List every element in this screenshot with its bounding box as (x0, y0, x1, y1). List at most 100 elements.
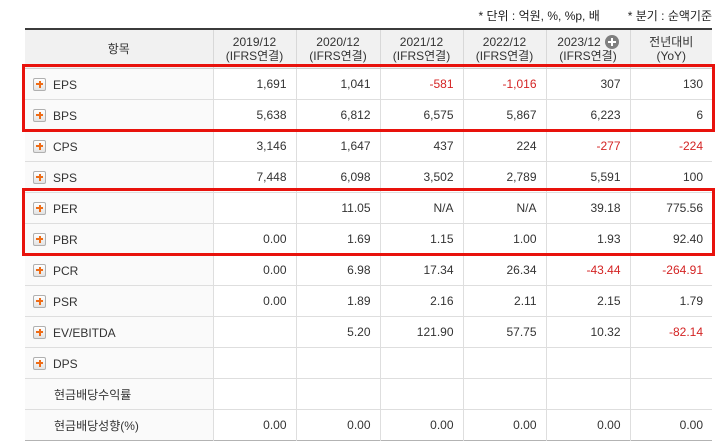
cell-value: -1,016 (462, 68, 546, 100)
expand-row-icon[interactable] (33, 170, 46, 184)
cell-value: 1,691 (212, 68, 296, 100)
cell-value: 1,041 (295, 68, 380, 100)
financial-ratio-table: 항목 2019/12 (IFRS연결) 2020/12 (IFRS연결) 2021/12… (25, 28, 712, 441)
cell-value (462, 378, 546, 410)
expand-row-icon[interactable] (33, 325, 46, 339)
cell-value (545, 378, 630, 410)
cell-value (462, 347, 546, 379)
cell-value: 100 (629, 161, 712, 193)
cell-value: 5,638 (212, 99, 296, 131)
cell-value: 5,591 (545, 161, 630, 193)
cell-value: 57.75 (462, 316, 546, 348)
table-row-현금배당수익률: 현금배당수익률 (25, 378, 712, 410)
expand-row-icon[interactable] (33, 77, 46, 91)
cell-value: 0.00 (379, 409, 463, 441)
cell-value: -224 (629, 130, 712, 162)
row-label: 현금배당성향(%) (54, 418, 139, 433)
cell-value: 1.93 (545, 223, 630, 255)
expand-row-icon[interactable] (33, 108, 46, 122)
expand-row-icon[interactable] (33, 201, 46, 215)
cell-value: 0.00 (212, 285, 296, 317)
column-header-line2: (IFRS연결) (475, 49, 534, 63)
column-header-line1: 전년대비 (649, 35, 694, 49)
cell-value (212, 316, 296, 348)
table-row-eps: EPS 1,691 1,041 -581 -1,016 307 130 (25, 68, 712, 100)
cell-value: 0.00 (462, 409, 546, 441)
cell-value (212, 378, 296, 410)
cell-value: 0.00 (295, 409, 380, 441)
row-label-cell: CPS (25, 130, 213, 162)
expand-row-icon[interactable] (33, 139, 46, 153)
row-label-cell: 현금배당성향(%) (25, 409, 213, 441)
cell-value: 2,789 (462, 161, 546, 193)
row-label: PSR (53, 294, 78, 309)
expand-row-icon[interactable] (33, 232, 46, 246)
basis-note: * 분기 : 순액기준 (627, 9, 712, 23)
cell-value: 6,223 (545, 99, 630, 131)
row-label: EPS (53, 77, 78, 92)
cell-value: 1.00 (462, 223, 546, 255)
column-header-line1: 2021/12 (399, 35, 444, 49)
cell-value: 2.15 (545, 285, 630, 317)
cell-value (295, 378, 380, 410)
cell-value (629, 347, 712, 379)
row-label-cell: EV/EBITDA (25, 316, 213, 348)
cell-value: 7,448 (212, 161, 296, 193)
table-row-psr: PSR 0.00 1.89 2.16 2.11 2.15 1.79 (25, 285, 712, 317)
cell-value: 6,098 (295, 161, 380, 193)
column-header-2023-12: 2023/12 (IFRS연결) (545, 29, 630, 69)
row-label-cell: SPS (25, 161, 213, 193)
table-row-현금배당성향: 현금배당성향(%) 0.00 0.00 0.00 0.00 0.00 0.00 (25, 409, 712, 441)
column-header-line1: 2022/12 (482, 35, 527, 49)
column-header-line1: 2023/12 (547, 35, 630, 49)
table-row-cps: CPS 3,146 1,647 437 224 -277 -224 (25, 130, 712, 162)
row-label: BPS (53, 108, 78, 123)
cell-value: N/A (462, 192, 546, 224)
column-header-line1: 2020/12 (316, 35, 360, 49)
table-row-pcr: PCR 0.00 6.98 17.34 26.34 -43.44 -264.91 (25, 254, 712, 286)
expand-row-icon[interactable] (33, 263, 46, 277)
row-label: SPS (53, 170, 78, 185)
table-row-bps: BPS 5,638 6,812 6,575 5,867 6,223 6 (25, 99, 712, 131)
column-header-2022-12: 2022/12 (IFRS연결) (462, 29, 546, 69)
cell-value: 1.89 (295, 285, 380, 317)
row-label: PBR (53, 232, 78, 247)
cell-value: 775.56 (629, 192, 712, 224)
cell-value: 2.16 (379, 285, 463, 317)
cell-value: -82.14 (629, 316, 712, 348)
column-header-2021-12: 2021/12 (IFRS연결) (379, 29, 463, 69)
cell-value: 0.00 (212, 254, 296, 286)
header-row: 항목 2019/12 (IFRS연결) 2020/12 (IFRS연결) 2021/12… (25, 29, 712, 69)
cell-value: -581 (379, 68, 463, 100)
cell-value: 130 (629, 68, 712, 100)
table-row-sps: SPS 7,448 6,098 3,502 2,789 5,591 100 (25, 161, 712, 193)
row-label-cell: 현금배당수익률 (25, 378, 213, 410)
cell-value: 1,647 (295, 130, 380, 162)
row-label: PCR (53, 263, 79, 278)
table-row-dps: DPS (25, 347, 712, 379)
column-header-line2: (IFRS연결) (392, 49, 451, 63)
column-header-line2: (IFRS연결) (225, 49, 284, 63)
table-row-evebitda: EV/EBITDA 5.20 121.90 57.75 10.32 -82.14 (25, 316, 712, 348)
row-label: PER (53, 201, 78, 216)
column-header-2020-12: 2020/12 (IFRS연결) (295, 29, 380, 69)
cell-value: 1.69 (295, 223, 380, 255)
cell-value (629, 378, 712, 410)
cell-value: 3,146 (212, 130, 296, 162)
row-label: CPS (53, 139, 78, 154)
expand-row-icon[interactable] (33, 294, 46, 308)
cell-value (212, 347, 296, 379)
column-header-2019-12: 2019/12 (IFRS연결) (212, 29, 296, 69)
add-period-icon[interactable] (604, 35, 619, 49)
cell-value: -264.91 (629, 254, 712, 286)
cell-value: 5,867 (462, 99, 546, 131)
cell-value: 6.98 (295, 254, 380, 286)
cell-value: 307 (545, 68, 630, 100)
expand-row-icon[interactable] (33, 356, 46, 370)
row-label-cell: EPS (25, 68, 213, 100)
cell-value: N/A (379, 192, 463, 224)
cell-value: 121.90 (379, 316, 463, 348)
row-label-cell: PSR (25, 285, 213, 317)
cell-value: -43.44 (545, 254, 630, 286)
cell-value (379, 347, 463, 379)
